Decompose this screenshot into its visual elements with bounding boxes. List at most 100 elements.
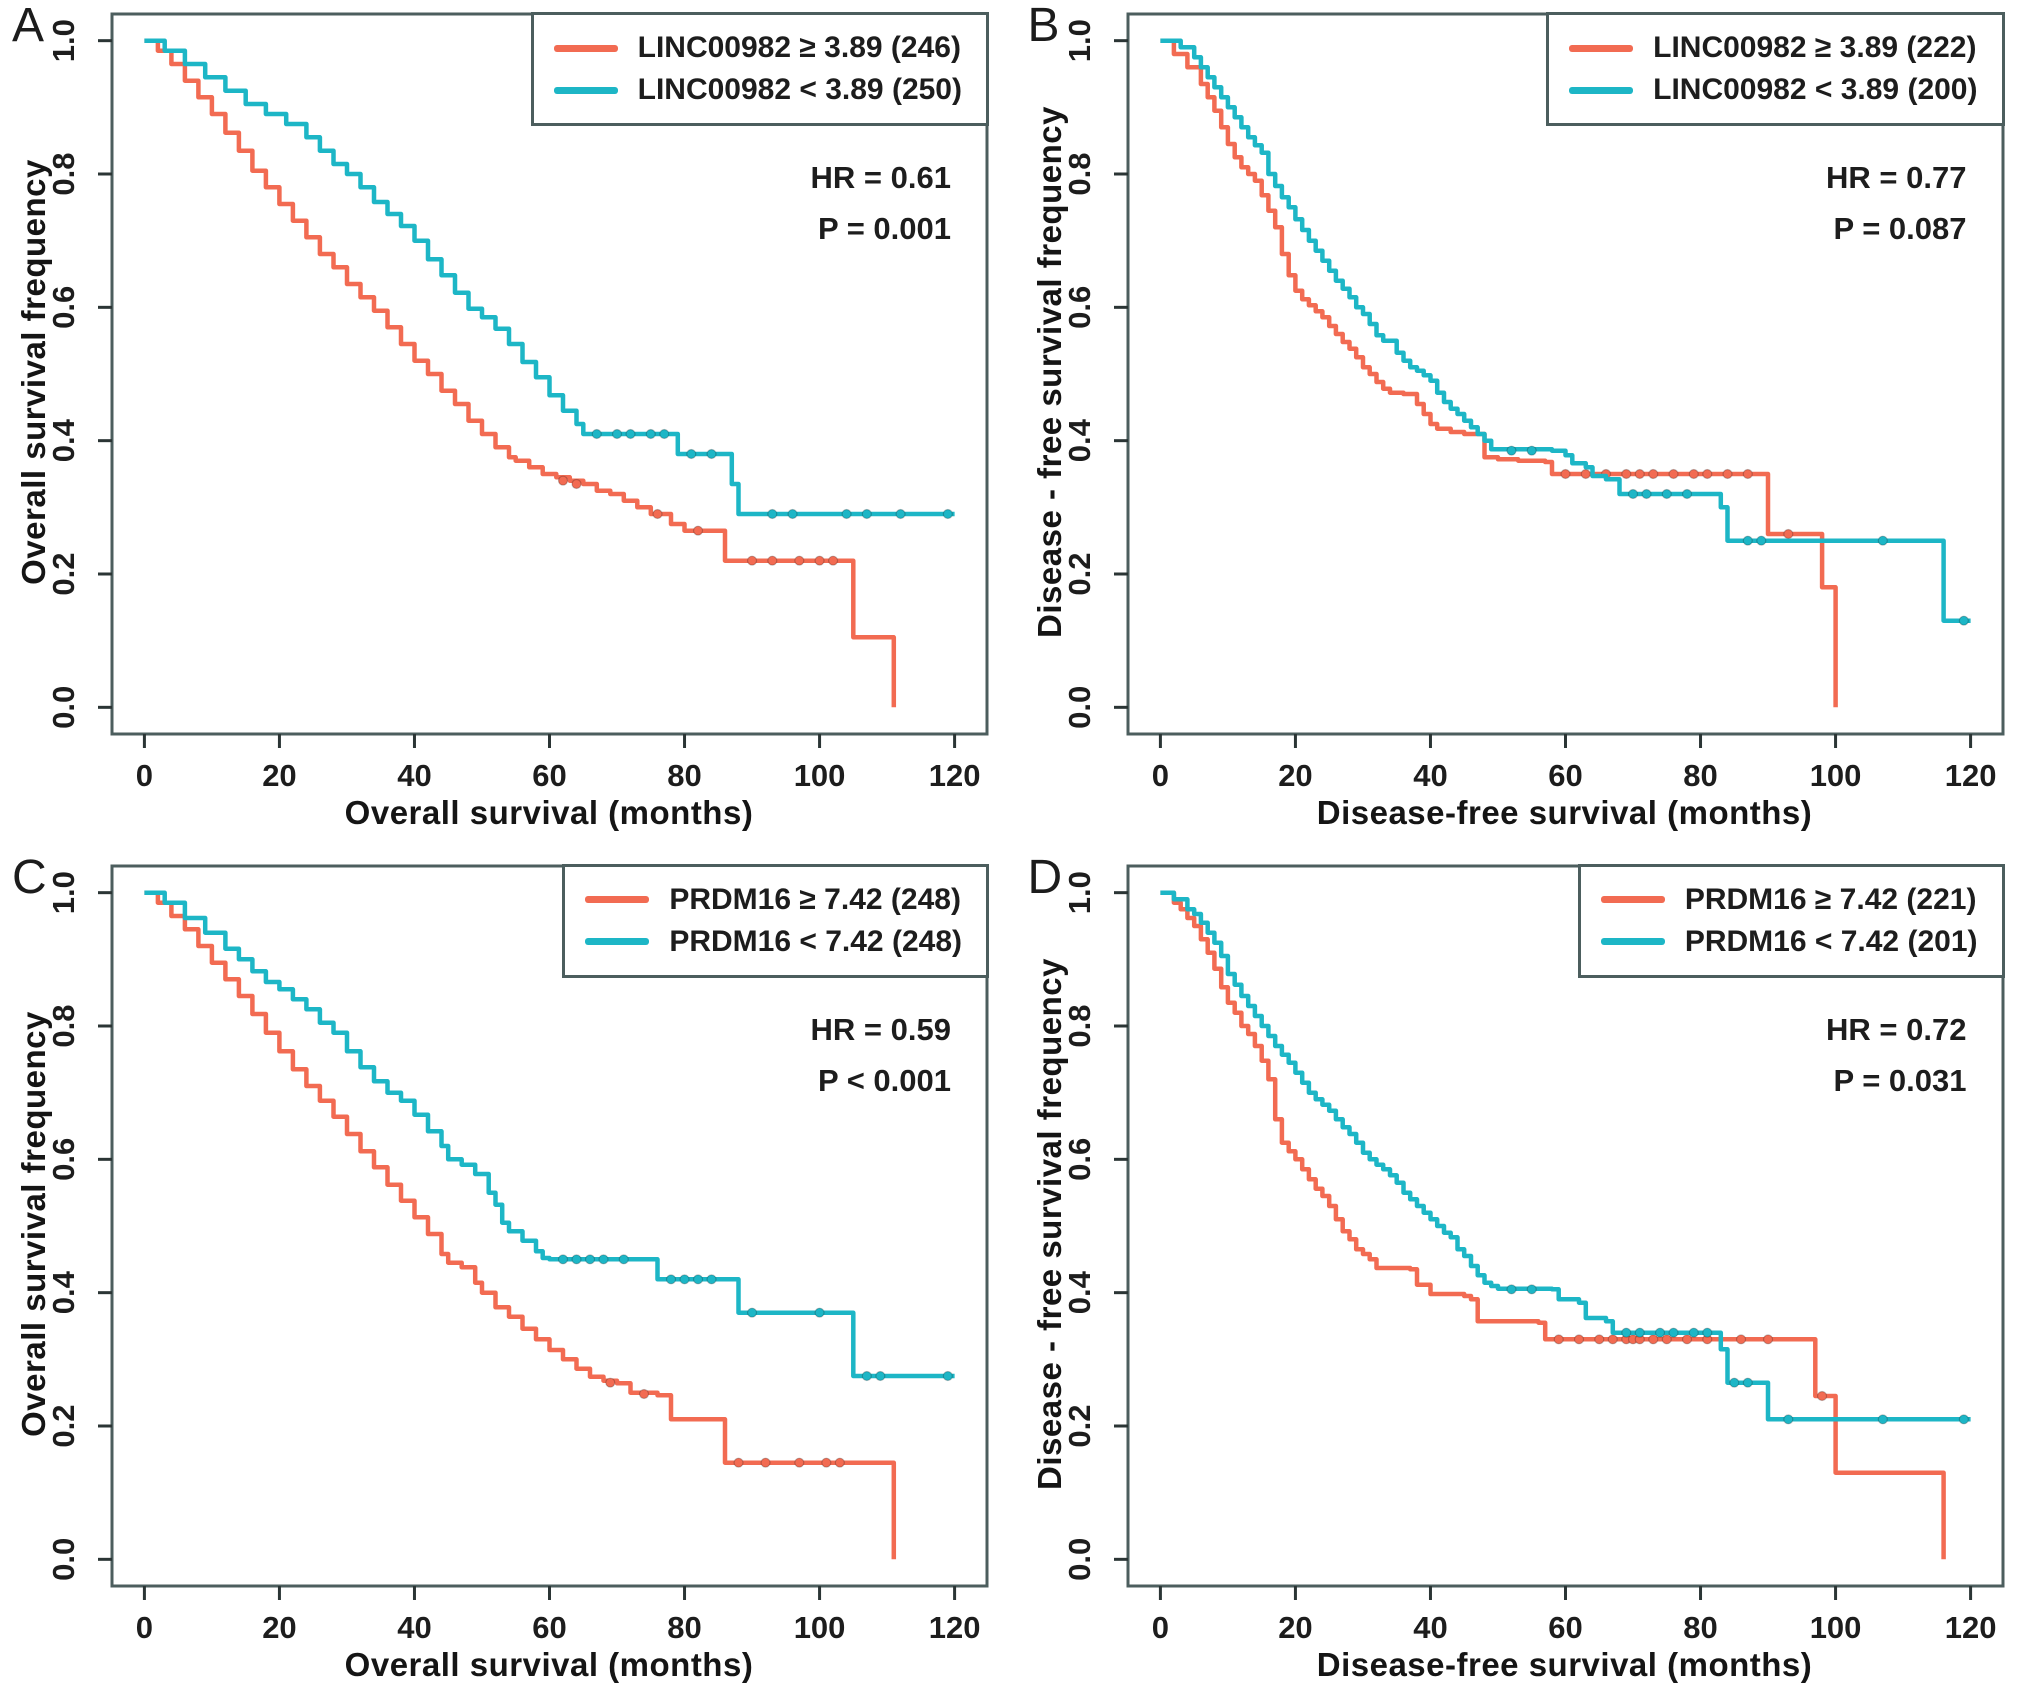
stats-annotation-d: HR = 0.72 P = 0.031 [1826, 1004, 1966, 1106]
legend-label: PRDM16 < 7.42 (201) [1684, 924, 1978, 958]
legend-entry: PRDM16 ≥ 7.42 (221) [1600, 882, 1978, 917]
svg-text:60: 60 [532, 1610, 566, 1645]
panel-letter-d: D [1027, 851, 1063, 904]
p-value: P < 0.001 [817, 1062, 951, 1098]
svg-text:0.8: 0.8 [46, 152, 81, 195]
svg-text:100: 100 [794, 1610, 846, 1645]
series-line-swatch-red [585, 896, 650, 903]
svg-text:0.8: 0.8 [1062, 152, 1097, 195]
svg-text:0.4: 0.4 [1062, 1270, 1097, 1314]
hr-value: HR = 0.59 [810, 1011, 951, 1047]
y-axis-title-d: Disease - free survival frequency [1030, 957, 1068, 1490]
series-line-swatch-cyan [1569, 86, 1634, 94]
svg-text:120: 120 [929, 758, 981, 793]
svg-text:0.4: 0.4 [46, 1270, 81, 1314]
svg-text:20: 20 [262, 1610, 296, 1645]
legend-entry: LINC00982 ≥ 3.89 (246) [553, 31, 962, 65]
svg-text:80: 80 [1683, 1610, 1717, 1645]
svg-text:1.0: 1.0 [1062, 871, 1097, 914]
svg-text:0.8: 0.8 [46, 1004, 81, 1047]
legend-label: LINC00982 ≥ 3.89 (246) [637, 31, 961, 64]
svg-text:60: 60 [532, 758, 566, 793]
svg-text:0.0: 0.0 [46, 686, 81, 729]
svg-text:100: 100 [1809, 758, 1861, 793]
legend-label: PRDM16 < 7.42 (248) [669, 924, 962, 958]
legend-b: LINC00982 ≥ 3.89 (222) LINC00982 < 3.89 … [1546, 12, 2005, 126]
legend-entry: PRDM16 ≥ 7.42 (248) [585, 883, 962, 917]
svg-text:20: 20 [262, 758, 296, 793]
svg-text:40: 40 [1413, 1610, 1447, 1645]
svg-text:0.2: 0.2 [46, 1404, 81, 1447]
svg-text:120: 120 [1944, 758, 1996, 793]
series-line-swatch-red [553, 44, 618, 52]
legend-entry: PRDM16 < 7.42 (248) [585, 925, 962, 959]
p-value: P = 0.001 [817, 211, 951, 247]
svg-text:80: 80 [667, 758, 701, 793]
series-line-swatch-red [1569, 44, 1634, 52]
legend-label: LINC00982 ≥ 3.89 (222) [1653, 31, 1977, 64]
legend-c: PRDM16 ≥ 7.42 (248) PRDM16 < 7.42 (248) [562, 863, 989, 978]
y-axis-title-c: Overall survival frequency [15, 1010, 52, 1437]
panel-letter-b: B [1027, 0, 1060, 52]
svg-text:1.0: 1.0 [1062, 19, 1097, 62]
stats-annotation-c: HR = 0.59 P < 0.001 [811, 1004, 951, 1106]
stats-annotation-b: HR = 0.77 P = 0.087 [1826, 152, 1966, 254]
svg-text:80: 80 [667, 1610, 701, 1645]
svg-text:0: 0 [136, 1610, 153, 1645]
svg-text:60: 60 [1548, 758, 1582, 793]
svg-text:1.0: 1.0 [46, 871, 81, 914]
svg-text:80: 80 [1683, 758, 1717, 793]
legend-entry: PRDM16 < 7.42 (201) [1600, 924, 1978, 959]
svg-text:0.6: 0.6 [46, 1137, 81, 1180]
svg-text:0.6: 0.6 [46, 286, 81, 329]
svg-text:0.2: 0.2 [1062, 1404, 1097, 1447]
svg-text:0.6: 0.6 [1062, 1137, 1097, 1180]
panel-d: 0 20 40 60 80 100 120 0.0 0.2 0.4 0.6 0.8 1.0 D Dise… [1016, 852, 2031, 1703]
hr-value: HR = 0.72 [1826, 1011, 1967, 1047]
svg-text:0.4: 0.4 [46, 418, 81, 462]
svg-text:0.4: 0.4 [1062, 418, 1097, 462]
svg-text:1.0: 1.0 [46, 19, 81, 62]
legend-entry: LINC00982 < 3.89 (200) [1569, 73, 1978, 107]
svg-text:0.2: 0.2 [46, 552, 81, 595]
hr-value: HR = 0.61 [810, 160, 951, 195]
svg-text:0: 0 [136, 758, 153, 793]
panel-b: 0 20 40 60 80 100 120 0.0 0.2 0.4 0.6 0.8 1.0 B Dise… [1016, 0, 2031, 851]
svg-text:0.0: 0.0 [1062, 1537, 1097, 1580]
km-plot-c: 0 20 40 60 80 100 120 0.0 0.2 0.4 0.6 0.8 1.0 [46, 864, 989, 1645]
p-value: P = 0.031 [1833, 1062, 1967, 1098]
svg-text:40: 40 [397, 758, 431, 793]
km-plot-a: 0 20 40 60 80 100 120 0.0 0.2 0.4 0.6 0.8 1.0 [46, 12, 989, 793]
series-line-swatch-red [1600, 896, 1665, 903]
legend-label: PRDM16 ≥ 7.42 (221) [1684, 882, 1977, 916]
svg-text:120: 120 [1944, 1610, 1996, 1645]
svg-text:0.2: 0.2 [1062, 552, 1097, 595]
panel-a: 0 20 40 60 80 100 120 0.0 0.2 0.4 0.6 0.8 1.0 A Over… [0, 0, 1015, 851]
legend-a: LINC00982 ≥ 3.89 (246) LINC00982 < 3.89 … [530, 12, 989, 126]
x-axis-title-b: Disease-free survival (months) [1316, 794, 1813, 831]
svg-text:100: 100 [794, 758, 846, 793]
y-axis-title-b: Disease - free survival frequency [1030, 106, 1068, 638]
y-axis-title-a: Overall survival frequency [15, 159, 52, 585]
svg-text:0: 0 [1151, 1610, 1168, 1645]
hr-value: HR = 0.77 [1826, 160, 1967, 195]
legend-label: PRDM16 ≥ 7.42 (248) [669, 882, 961, 916]
stats-annotation-a: HR = 0.61 P = 0.001 [811, 152, 951, 254]
svg-text:0.6: 0.6 [1062, 286, 1097, 329]
svg-text:20: 20 [1278, 758, 1312, 793]
x-axis-title-d: Disease-free survival (months) [1316, 1645, 1813, 1683]
svg-text:0: 0 [1151, 758, 1168, 793]
x-axis-title-a: Overall survival (months) [344, 794, 754, 831]
x-axis-title-c: Overall survival (months) [344, 1645, 754, 1683]
svg-text:60: 60 [1548, 1610, 1582, 1645]
legend-d: PRDM16 ≥ 7.42 (221) PRDM16 < 7.42 (201) [1577, 863, 2005, 978]
panel-letter-c: C [12, 851, 47, 904]
series-line-swatch-cyan [553, 86, 618, 94]
svg-text:0.0: 0.0 [1062, 686, 1097, 729]
svg-text:100: 100 [1809, 1610, 1861, 1645]
panel-letter-a: A [12, 0, 45, 52]
legend-label: LINC00982 < 3.89 (200) [1653, 73, 1978, 106]
legend-entry: LINC00982 < 3.89 (250) [553, 73, 962, 107]
panel-c: 0 20 40 60 80 100 120 0.0 0.2 0.4 0.6 0.8 1.0 C Over… [0, 852, 1015, 1703]
